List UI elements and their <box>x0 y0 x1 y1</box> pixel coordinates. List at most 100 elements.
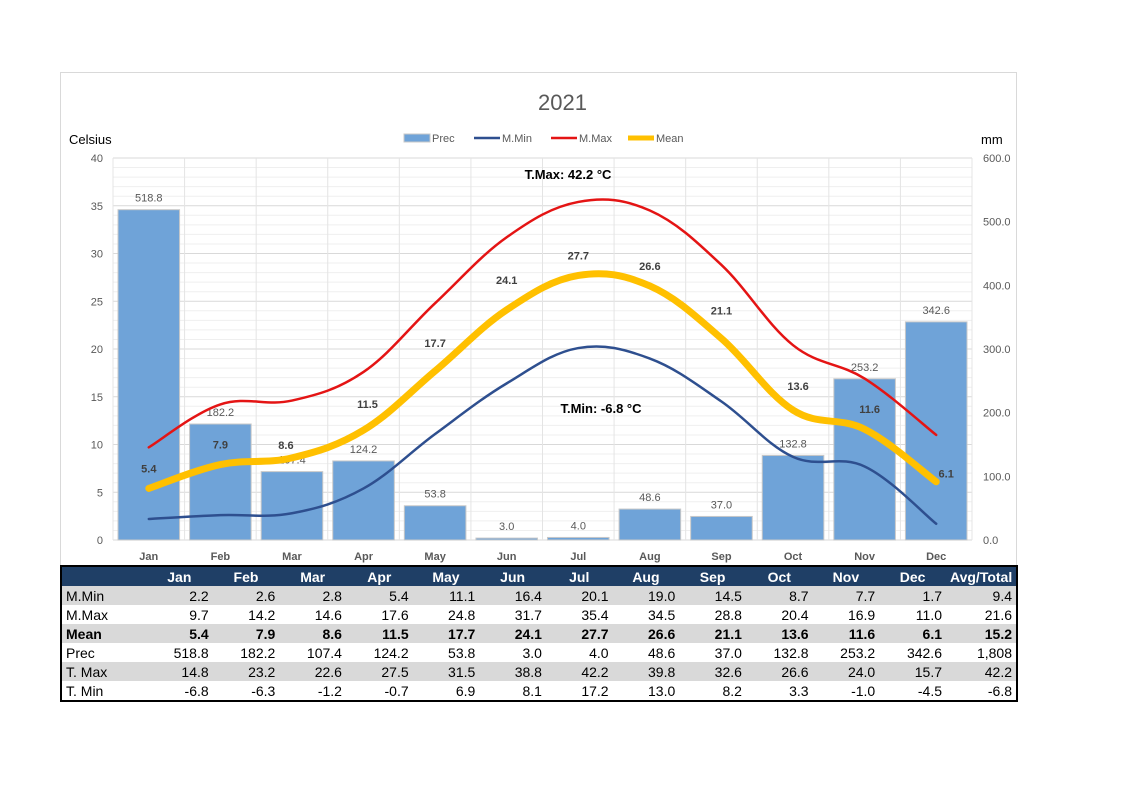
prec-bar <box>260 471 324 541</box>
prec-bar <box>475 537 538 541</box>
x-tick-label: Oct <box>784 551 803 563</box>
y-left-tick-label: 5 <box>97 487 103 499</box>
table-corner-cell <box>61 566 146 586</box>
table-cell: 6.9 <box>455 682 476 699</box>
table-cell: 22.6 <box>279 662 346 681</box>
table-cell: 39.8 <box>612 662 680 681</box>
table-cell: 26.6 <box>745 662 813 681</box>
table-cell: 15.7 <box>879 662 946 681</box>
table-row: T. Max 14.8 23.2 22.6 27.5 31.5 38.8 42.2 39.8 32… <box>61 662 1017 681</box>
table-cell: 38.8 <box>479 662 546 681</box>
table-cell: 5.4 <box>146 624 213 643</box>
table-cell: 31.5 <box>412 662 480 681</box>
table-row: M.Min 2.2 2.6 2.8 5.4 11.1 16.4 20.1 19.0 14.5 8.7… <box>61 586 1017 605</box>
table-cell: 11.1 <box>412 586 480 605</box>
y-left-tick-label: 15 <box>91 392 103 404</box>
prec-data-label: 124.2 <box>350 444 378 456</box>
y-right-tick-label: 100.0 <box>983 471 1011 483</box>
prec-bar <box>618 508 682 541</box>
table-column-header: Jan <box>146 566 213 586</box>
table-column-header: Nov <box>812 566 880 586</box>
table-cell: 16.4 <box>479 586 546 605</box>
table-column-header: Feb <box>212 566 280 586</box>
table-cell: 21.1 <box>679 624 746 643</box>
mean-data-label: 7.9 <box>213 440 228 452</box>
table-column-header: Sep <box>679 566 746 586</box>
table-cell: 28.8 <box>714 606 742 623</box>
table-cell: 3.0 <box>522 644 542 661</box>
table-cell: 253.2 <box>840 644 876 661</box>
table-cell: 132.8 <box>773 644 809 661</box>
table-column-header: Apr <box>345 566 413 586</box>
y-left-tick-label: 10 <box>91 440 103 452</box>
table-cell: 34.5 <box>648 606 676 623</box>
table-row-label: M.Max <box>66 606 108 623</box>
table-cell: 6.1 <box>879 624 946 643</box>
table-column-header: Dec <box>879 566 946 586</box>
y-axis-right-label: mm <box>981 132 1003 147</box>
mean-data-label: 17.7 <box>424 338 445 350</box>
y-left-tick-label: 20 <box>91 344 103 356</box>
table-cell: 13.6 <box>745 624 813 643</box>
table-cell: 107.4 <box>306 644 342 661</box>
prec-data-label: 518.8 <box>135 193 163 205</box>
table-cell: 15.2 <box>946 624 1017 643</box>
y-right-tick-label: 600.0 <box>983 153 1011 165</box>
table-cell: 3.3 <box>789 682 809 699</box>
table-row-label: T. Min <box>66 682 104 699</box>
x-tick-label: Dec <box>926 551 946 563</box>
table-cell: 11.5 <box>345 624 413 643</box>
table-row-label: T. Max <box>61 662 146 681</box>
x-tick-label: Mar <box>282 551 302 563</box>
table-cell: 31.7 <box>514 606 542 623</box>
table-cell: 9.7 <box>189 606 209 623</box>
y-left-tick-label: 35 <box>91 201 103 213</box>
y-right-tick-label: 400.0 <box>983 280 1011 292</box>
table-cell: 42.2 <box>545 662 613 681</box>
y-left-tick-label: 0 <box>97 535 103 547</box>
prec-bar <box>189 423 252 541</box>
table-column-header: Mar <box>279 566 346 586</box>
table-cell: 17.6 <box>381 606 409 623</box>
table-cell: 8.1 <box>522 682 542 699</box>
table-cell: 14.5 <box>679 586 746 605</box>
table-cell: -4.5 <box>917 682 942 699</box>
prec-data-label: 48.6 <box>639 492 660 504</box>
mean-data-label: 24.1 <box>496 275 517 287</box>
mean-data-label: 11.6 <box>859 404 880 416</box>
prec-data-label: 132.8 <box>779 438 807 450</box>
mean-data-label: 26.6 <box>639 261 660 273</box>
table-cell: 8.6 <box>279 624 346 643</box>
mean-data-label: 13.6 <box>787 381 808 393</box>
table-column-header: Jul <box>545 566 613 586</box>
x-tick-label: Aug <box>639 551 660 563</box>
table-column-header: May <box>412 566 480 586</box>
table-cell: 26.6 <box>612 624 680 643</box>
prec-bar <box>690 515 753 541</box>
table-cell: 32.6 <box>679 662 746 681</box>
table-cell: 27.7 <box>545 624 613 643</box>
mean-data-label: 21.1 <box>711 305 732 317</box>
table-cell: 53.8 <box>448 644 476 661</box>
table-cell: 1.7 <box>879 586 946 605</box>
table-cell: 7.7 <box>812 586 880 605</box>
y-left-tick-label: 40 <box>91 153 103 165</box>
mean-data-label: 27.7 <box>568 250 589 262</box>
table-cell: 17.7 <box>412 624 480 643</box>
y-right-tick-label: 0.0 <box>983 535 998 547</box>
mean-data-label: 5.4 <box>141 463 157 475</box>
legend-entry: Prec <box>432 133 455 145</box>
chart-container: 2021 Celsius mm 0 5 10 15 20 25 30 35 40 0.0 100.0 200… <box>60 72 1017 566</box>
chart-title: 2021 <box>538 90 587 115</box>
x-tick-label: May <box>424 551 446 563</box>
legend-entry: Mean <box>656 133 684 145</box>
table-cell: 182.2 <box>240 644 276 661</box>
table-row: M.Max 9.7 14.2 14.6 17.6 24.8 31.7 35.4 34.5 28.8… <box>61 605 1017 624</box>
x-tick-label: Jul <box>570 551 586 563</box>
table-cell: -0.7 <box>384 682 409 699</box>
table-cell: 19.0 <box>612 586 680 605</box>
table-column-header: Aug <box>612 566 680 586</box>
table-cell: 14.6 <box>314 606 342 623</box>
table-row: T. Min -6.8 -6.3 -1.2 -0.7 6.9 8.1 17.2 13.0 8.2 3… <box>61 681 1017 701</box>
